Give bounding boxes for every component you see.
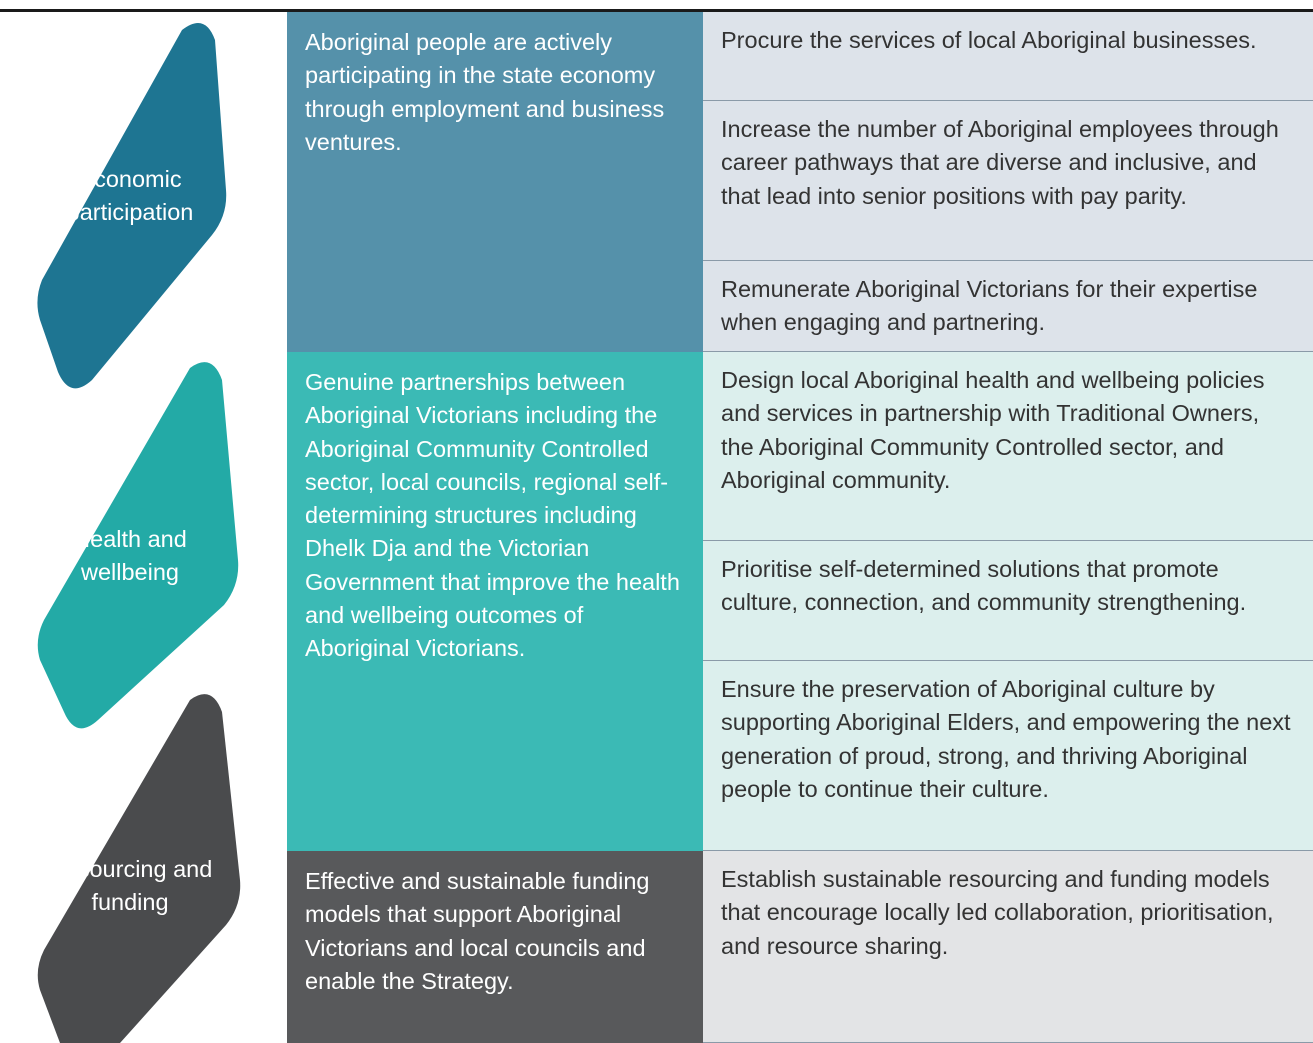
action-cell: Procure the services of local Aboriginal… <box>703 12 1313 101</box>
top-rule <box>0 9 1313 12</box>
row-label: Health and wellbeing <box>73 526 187 585</box>
row-shapes <box>37 22 241 1043</box>
action-cell: Establish sustainable resourcing and fun… <box>703 851 1313 1043</box>
shape-economic <box>37 22 227 389</box>
action-cell: Prioritise self-determined solutions tha… <box>703 541 1313 661</box>
action-cell: Increase the number of Aboriginal employ… <box>703 101 1313 261</box>
row-label: Resourcing and funding <box>47 856 213 915</box>
outcome-cell: Genuine partnerships between Aboriginal … <box>287 352 703 851</box>
shape-health <box>37 362 239 729</box>
outcome-cell: Aboriginal people are actively participa… <box>287 12 703 352</box>
outcome-cell: Effective and sustainable funding models… <box>287 851 703 1043</box>
action-cell: Ensure the preservation of Aboriginal cu… <box>703 661 1313 851</box>
shape-resourcing <box>37 694 241 1043</box>
action-cell: Remunerate Aboriginal Victorians for the… <box>703 261 1313 352</box>
action-cell: Design local Aboriginal health and wellb… <box>703 352 1313 541</box>
row-label: Economic participation <box>66 166 194 225</box>
